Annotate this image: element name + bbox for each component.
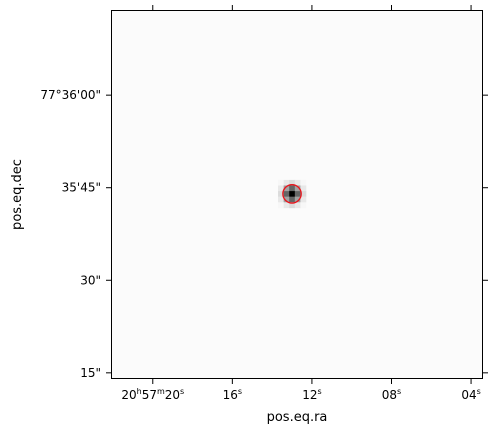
image-pixel <box>278 179 284 186</box>
y-axis-ticks: 77°36'00" 35'45" 30" 15" <box>40 88 488 380</box>
x-tick-value: 08 <box>382 388 397 402</box>
x-tick-label: 04s <box>461 387 480 402</box>
plot-frame <box>111 10 483 379</box>
image-pixel <box>283 196 290 203</box>
image-pixel <box>294 202 301 209</box>
source-circle-marker <box>282 184 302 204</box>
image-pixel <box>300 191 307 197</box>
image-pixel <box>283 185 290 192</box>
x-tick-value: 20 <box>165 388 180 402</box>
sky-image <box>111 10 483 379</box>
image-pixel <box>294 196 301 203</box>
image-pixel <box>289 185 296 192</box>
image-pixel <box>283 202 290 209</box>
image-pixel <box>278 185 284 192</box>
image-pixel <box>300 196 307 203</box>
x-tick-unit: s <box>477 387 481 396</box>
y-axis-label: pos.eq.dec <box>10 159 25 230</box>
x-axis-ticks: 20h57m20s 16s 12s 08s 04s <box>121 5 481 402</box>
image-pixel <box>289 196 296 203</box>
x-tick-unit: s <box>317 387 321 396</box>
x-tick-label: 20h57m20s <box>121 387 184 402</box>
x-tick-label: 16s <box>223 387 242 402</box>
image-pixel <box>283 179 290 186</box>
image-pixel <box>300 179 307 186</box>
image-pixel <box>278 202 284 209</box>
image-pixel <box>300 185 307 192</box>
image-pixel <box>283 191 290 197</box>
image-pixel <box>289 191 296 197</box>
image-pixel <box>289 202 296 209</box>
image-pixel <box>294 185 301 192</box>
y-tick-label: 15" <box>80 366 101 380</box>
image-pixel <box>294 179 301 186</box>
y-tick-label: 77°36'00" <box>40 88 101 102</box>
image-pixel <box>278 196 284 203</box>
x-tick-unit: m <box>157 387 165 396</box>
y-tick-label: 30" <box>80 273 101 287</box>
x-tick-unit: s <box>180 387 184 396</box>
x-tick-unit: s <box>397 387 401 396</box>
x-tick-value: 57 <box>142 388 157 402</box>
x-tick-value: 20 <box>121 388 136 402</box>
x-tick-value: 12 <box>302 388 317 402</box>
image-pixel <box>278 191 284 197</box>
x-tick-unit: s <box>238 387 242 396</box>
x-axis-label: pos.eq.ra <box>267 410 328 425</box>
x-tick-label: 12s <box>302 387 321 402</box>
y-tick-label: 35'45" <box>62 181 101 195</box>
image-pixel <box>294 191 301 197</box>
x-tick-value: 16 <box>223 388 238 402</box>
x-tick-unit: h <box>137 387 142 396</box>
x-tick-label: 08s <box>382 387 401 402</box>
image-pixel <box>289 179 296 186</box>
image-pixel <box>300 202 307 209</box>
x-tick-value: 04 <box>461 388 476 402</box>
